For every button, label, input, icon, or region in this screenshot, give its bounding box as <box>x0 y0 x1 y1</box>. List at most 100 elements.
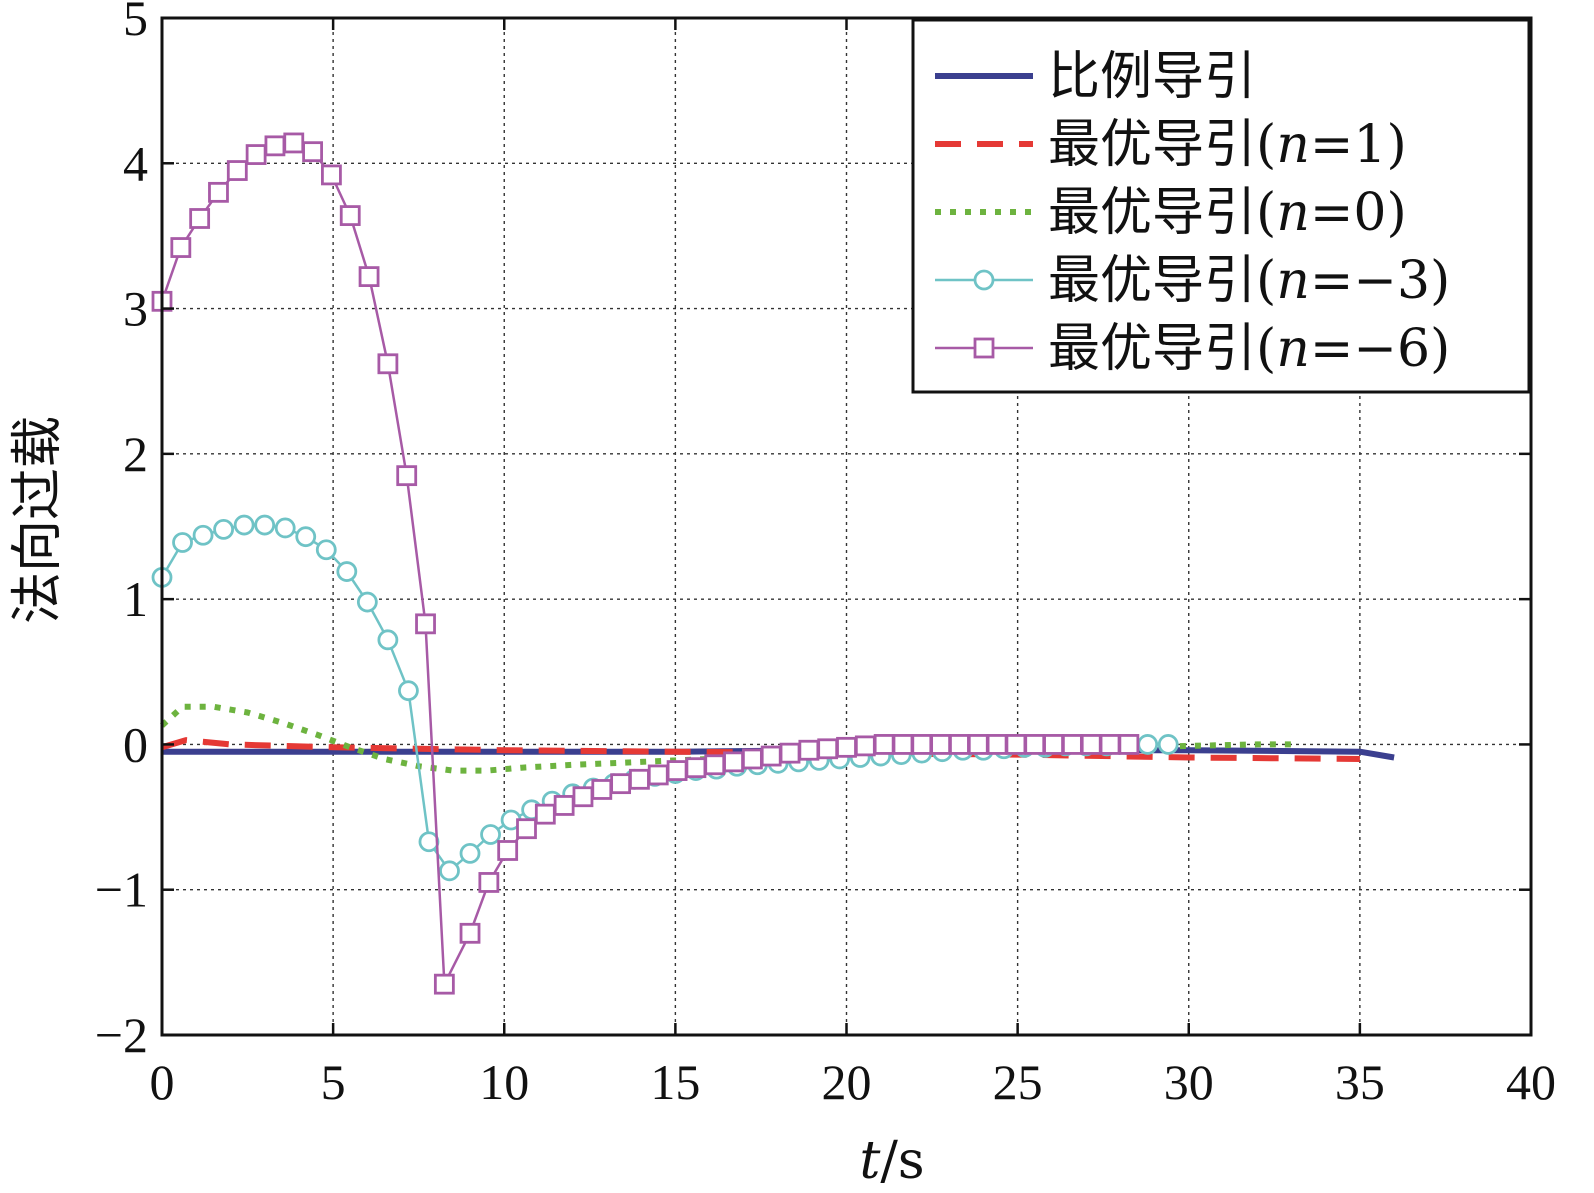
series-point-4 <box>1080 734 1102 755</box>
x-tick-label: 0 <box>150 1054 175 1110</box>
series-point-4 <box>553 795 575 816</box>
series-point-4 <box>358 266 380 288</box>
series-point-3 <box>1157 734 1179 755</box>
x-tick-label: 35 <box>1335 1054 1385 1110</box>
series-point-4 <box>459 922 481 944</box>
series-point-4 <box>1099 734 1121 755</box>
series-point-4 <box>779 742 801 764</box>
series-point-4 <box>170 237 192 258</box>
series-point-3 <box>377 629 399 651</box>
series-point-4 <box>264 135 286 157</box>
series-point-3 <box>233 514 255 536</box>
x-axis-label: t/s <box>859 1131 924 1191</box>
series-point-4 <box>629 768 650 790</box>
series-3 <box>151 514 1179 882</box>
series-point-3 <box>398 680 419 702</box>
series-point-4 <box>1118 734 1140 755</box>
series-point-4 <box>226 160 248 181</box>
series-1 <box>161 737 1360 762</box>
series-point-4 <box>208 181 229 203</box>
y-tick-label: −1 <box>95 862 148 918</box>
series-point-4 <box>534 803 556 825</box>
series-point-4 <box>760 745 782 767</box>
series-point-3 <box>213 519 235 540</box>
y-tick-label: −2 <box>95 1007 148 1063</box>
series-point-4 <box>339 205 361 226</box>
series-point-4 <box>1024 734 1046 755</box>
series-point-4 <box>433 973 455 995</box>
series-point-4 <box>836 736 857 758</box>
series-point-4 <box>873 734 895 755</box>
x-tick-label: 10 <box>479 1054 529 1110</box>
series-point-3 <box>356 591 378 613</box>
series-point-4 <box>817 738 839 760</box>
legend-entry-label: 最优导引(n=0) <box>1048 183 1407 243</box>
x-tick-label: 25 <box>993 1054 1043 1110</box>
y-tick-label: 2 <box>123 426 148 482</box>
series-point-4 <box>685 757 707 779</box>
series-point-4 <box>396 465 418 487</box>
series-point-4 <box>723 751 744 773</box>
legend-entry-label: 最优导引(n=−6) <box>1048 319 1450 379</box>
series-point-3 <box>315 539 337 561</box>
y-tick-label: 3 <box>123 281 148 337</box>
series-point-3 <box>439 860 460 882</box>
x-tick-label: 20 <box>822 1054 872 1110</box>
series-point-4 <box>497 840 519 861</box>
y-tick-label: 1 <box>123 571 148 627</box>
series-point-4 <box>986 734 1008 755</box>
series-point-4 <box>647 764 669 786</box>
series-point-3 <box>1137 734 1159 755</box>
x-axis-label-unit: /s <box>880 1131 924 1191</box>
series-point-4 <box>572 786 594 808</box>
series-point-3 <box>274 517 296 539</box>
series-point-4 <box>911 734 933 755</box>
series-point-4 <box>283 132 305 154</box>
series-point-4 <box>377 353 399 375</box>
y-tick-label: 0 <box>123 716 148 772</box>
series-point-4 <box>415 613 436 635</box>
plot-series <box>151 132 1395 995</box>
series-point-4 <box>949 734 970 755</box>
legend-marker <box>973 337 995 359</box>
series-point-4 <box>1061 734 1083 755</box>
series-point-4 <box>245 144 267 165</box>
series-point-4 <box>478 872 500 893</box>
legend-box <box>911 18 1531 394</box>
series-point-4 <box>798 739 820 761</box>
series-point-4 <box>704 754 726 776</box>
series-point-3 <box>192 524 214 546</box>
legend-entry-label: 最优导引(n=−3) <box>1048 251 1450 311</box>
x-tick-label: 30 <box>1164 1054 1214 1110</box>
series-point-4 <box>1043 734 1064 755</box>
series-point-4 <box>591 779 613 800</box>
series-point-3 <box>254 514 276 536</box>
x-axis-label-var: t <box>859 1131 880 1191</box>
series-point-3 <box>295 526 317 548</box>
series-point-3 <box>418 831 440 853</box>
series-line-1 <box>161 737 1360 762</box>
y-tick-label: 4 <box>123 135 148 191</box>
series-point-4 <box>854 735 876 757</box>
series-point-4 <box>930 734 952 755</box>
series-point-3 <box>336 561 358 582</box>
series-point-4 <box>741 748 763 770</box>
legend-entry-label: 最优导引(n=1) <box>1048 115 1407 175</box>
series-point-4 <box>610 773 632 795</box>
series-point-4 <box>892 734 914 755</box>
axis-ticks: 0 5 10 15 20 25 30 35 40 −2 −1 0 1 2 3 4 5 <box>95 0 1556 1110</box>
series-point-3 <box>172 532 193 553</box>
y-tick-label: 5 <box>123 0 148 46</box>
legend-entry-label: 比例导引 <box>1048 47 1256 107</box>
series-point-4 <box>967 734 989 755</box>
x-tick-label: 5 <box>321 1054 346 1110</box>
legend-marker <box>973 269 995 291</box>
y-axis-label: 法向过载 <box>8 416 68 624</box>
series-4 <box>151 132 1140 995</box>
series-point-4 <box>1005 734 1027 755</box>
series-point-4 <box>321 164 342 186</box>
series-point-3 <box>459 842 481 864</box>
series-point-4 <box>666 760 688 781</box>
series-point-4 <box>189 208 211 229</box>
